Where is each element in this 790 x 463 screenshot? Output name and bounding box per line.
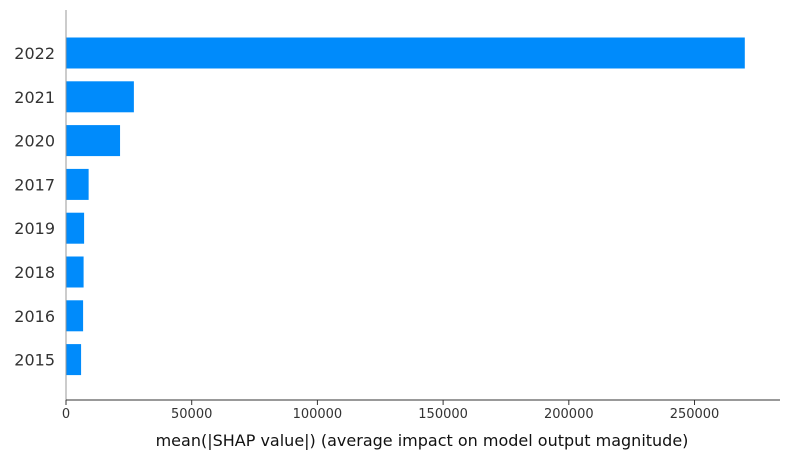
bar-2020 (66, 125, 121, 157)
x-ticks: 0 50000 100000 150000 200000 250000 (62, 400, 719, 422)
category-label-2015: 2015 (14, 351, 55, 370)
x-tick-label: 100000 (293, 407, 343, 422)
category-label-2022: 2022 (14, 44, 55, 63)
category-label-2018: 2018 (14, 263, 55, 282)
x-tick-label: 0 (62, 407, 70, 422)
bar-2015 (66, 344, 82, 376)
category-label-2017: 2017 (14, 175, 55, 194)
bar-2018 (66, 256, 84, 288)
bar-2022 (66, 37, 745, 69)
x-tick-label: 250000 (670, 407, 720, 422)
category-labels: 2022 2021 2020 2017 2019 2018 2016 2015 (14, 44, 55, 370)
bar-2019 (66, 212, 85, 244)
x-tick-label: 200000 (544, 407, 594, 422)
x-axis-title: mean(|SHAP value|) (average impact on mo… (156, 431, 689, 450)
category-label-2016: 2016 (14, 307, 55, 326)
x-tick-label: 150000 (418, 407, 468, 422)
category-label-2021: 2021 (14, 88, 55, 107)
bar-2017 (66, 168, 89, 200)
category-label-2019: 2019 (14, 219, 55, 238)
category-label-2020: 2020 (14, 132, 55, 151)
bar-2016 (66, 300, 84, 332)
bar-2021 (66, 81, 134, 113)
bars-group (66, 37, 745, 376)
x-tick-label: 50000 (171, 407, 212, 422)
